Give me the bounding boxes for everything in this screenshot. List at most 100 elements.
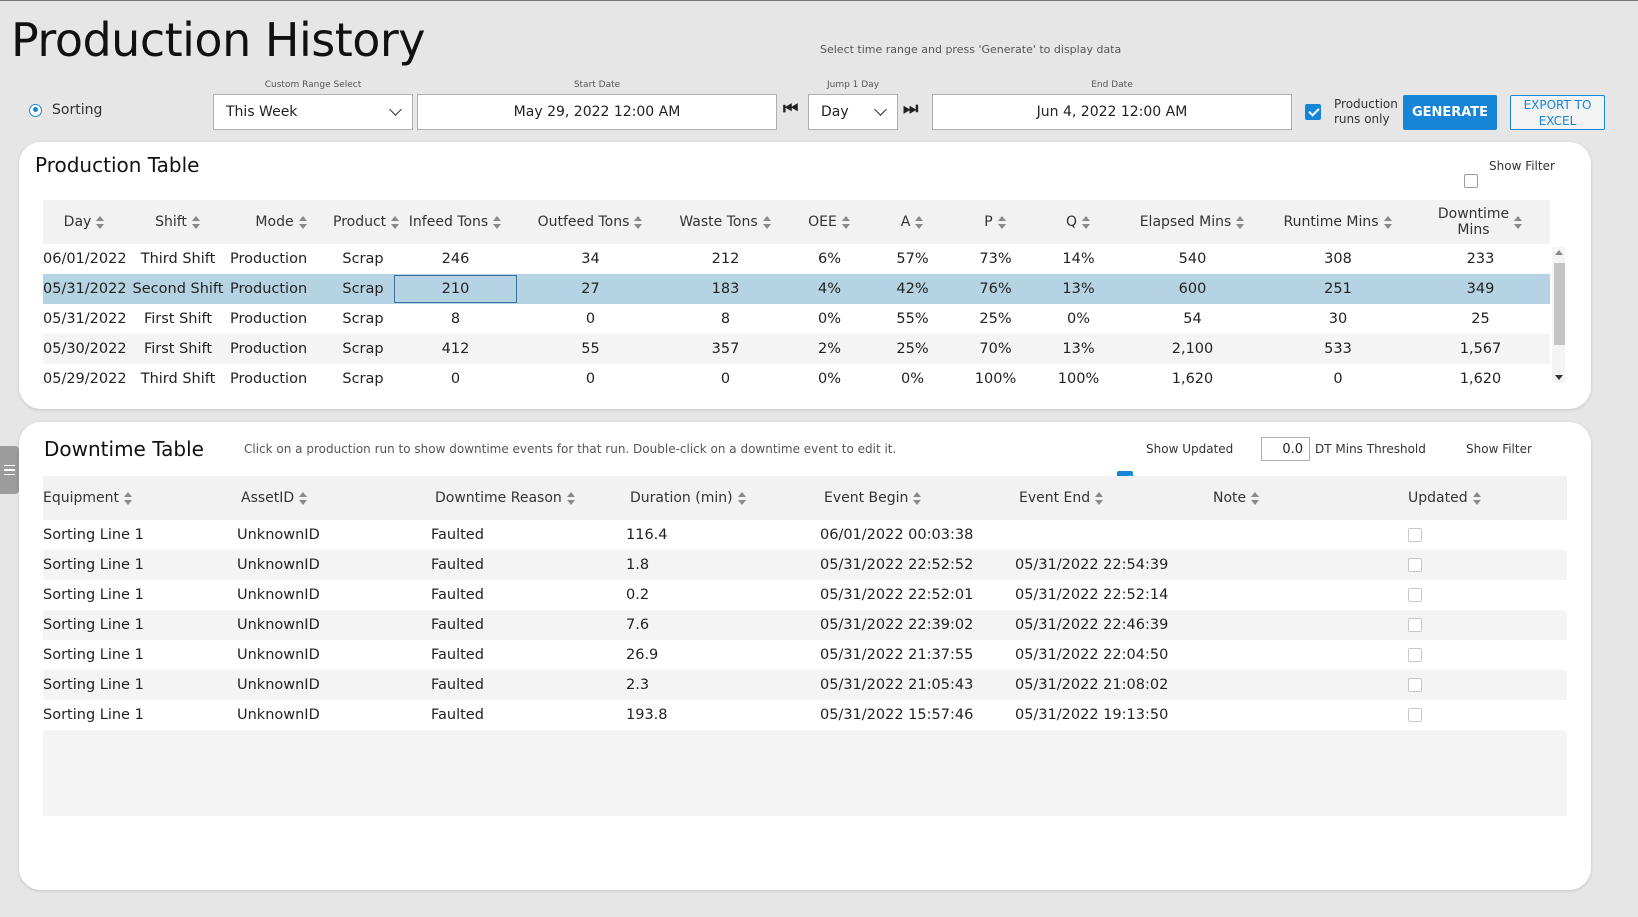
cell-updated[interactable] bbox=[1404, 520, 1567, 550]
cell-oee[interactable]: 0% bbox=[788, 304, 871, 334]
sort-icon[interactable] bbox=[391, 215, 400, 229]
cell-downtime-reason[interactable]: Faulted bbox=[431, 640, 626, 670]
end-date-field[interactable]: Jun 4, 2022 12:00 AM bbox=[932, 94, 1292, 130]
cell-downtime-reason[interactable]: Faulted bbox=[431, 610, 626, 640]
cell-note[interactable] bbox=[1209, 550, 1404, 580]
cell-duration-min[interactable]: 0.2 bbox=[626, 580, 820, 610]
cell-equipment[interactable]: Sorting Line 1 bbox=[43, 610, 237, 640]
cell-downtime-reason[interactable]: Faulted bbox=[431, 700, 626, 730]
sort-icon[interactable] bbox=[1514, 215, 1523, 229]
cell-q[interactable]: 13% bbox=[1037, 334, 1120, 364]
cell-runtime-mins[interactable]: 30 bbox=[1265, 304, 1411, 334]
cell-a[interactable]: 42% bbox=[871, 274, 954, 304]
updated-checkbox[interactable] bbox=[1408, 528, 1422, 542]
cell-assetid[interactable]: UnknownID bbox=[237, 670, 431, 700]
skip-forward-icon[interactable]: ⏭ bbox=[903, 99, 919, 119]
cell-event-end[interactable]: 05/31/2022 22:54:39 bbox=[1015, 550, 1209, 580]
sort-icon[interactable] bbox=[299, 491, 308, 505]
col-header-a[interactable]: A bbox=[871, 200, 954, 244]
col-header-duration-min[interactable]: Duration (min) bbox=[626, 476, 820, 520]
cell-p[interactable]: 100% bbox=[954, 364, 1037, 387]
col-header-event-end[interactable]: Event End bbox=[1015, 476, 1209, 520]
sort-icon[interactable] bbox=[493, 215, 502, 229]
sort-icon[interactable] bbox=[915, 215, 924, 229]
cell-duration-min[interactable]: 193.8 bbox=[626, 700, 820, 730]
cell-event-end[interactable]: 05/31/2022 19:13:50 bbox=[1015, 700, 1209, 730]
cell-infeed-tons[interactable]: 246 bbox=[393, 244, 518, 274]
cell-outfeed-tons[interactable]: 27 bbox=[518, 274, 663, 304]
cell-updated[interactable] bbox=[1404, 610, 1567, 640]
sort-icon[interactable] bbox=[1236, 215, 1245, 229]
sort-icon[interactable] bbox=[298, 215, 308, 229]
list-item[interactable]: Sorting Line 1 UnknownID Faulted 1.8 05/31/2… bbox=[43, 550, 1567, 580]
cell-product[interactable]: Scrap bbox=[333, 304, 393, 334]
cell-note[interactable] bbox=[1209, 520, 1404, 550]
cell-equipment[interactable]: Sorting Line 1 bbox=[43, 580, 237, 610]
cell-assetid[interactable]: UnknownID bbox=[237, 700, 431, 730]
cell-note[interactable] bbox=[1209, 610, 1404, 640]
export-excel-button[interactable]: EXPORT TO EXCEL bbox=[1510, 95, 1605, 130]
cell-event-end[interactable]: 05/31/2022 22:04:50 bbox=[1015, 640, 1209, 670]
col-header-waste-tons[interactable]: Waste Tons bbox=[663, 200, 788, 244]
sort-icon[interactable] bbox=[841, 215, 851, 229]
cell-updated[interactable] bbox=[1404, 550, 1567, 580]
col-header-product[interactable]: Product bbox=[333, 200, 400, 244]
cell-downtime-reason[interactable]: Faulted bbox=[431, 670, 626, 700]
cell-day[interactable]: 06/01/2022 bbox=[43, 244, 126, 274]
cell-duration-min[interactable]: 7.6 bbox=[626, 610, 820, 640]
cell-equipment[interactable]: Sorting Line 1 bbox=[43, 640, 237, 670]
cell-event-begin[interactable]: 05/31/2022 22:52:52 bbox=[820, 550, 1015, 580]
cell-p[interactable]: 76% bbox=[954, 274, 1037, 304]
cell-event-begin[interactable]: 05/31/2022 21:05:43 bbox=[820, 670, 1015, 700]
cell-shift[interactable]: First Shift bbox=[126, 304, 230, 334]
sort-icon[interactable] bbox=[913, 491, 922, 505]
cell-q[interactable]: 100% bbox=[1037, 364, 1120, 387]
cell-note[interactable] bbox=[1209, 580, 1404, 610]
col-header-runtime-mins[interactable]: Runtime Mins bbox=[1265, 200, 1411, 244]
cell-p[interactable]: 73% bbox=[954, 244, 1037, 274]
table-row[interactable]: 05/31/2022 First Shift Production Scrap 8 0 8 0… bbox=[43, 304, 1550, 334]
updated-checkbox[interactable] bbox=[1408, 648, 1422, 662]
cell-duration-min[interactable]: 2.3 bbox=[626, 670, 820, 700]
table-row[interactable]: 06/01/2022 Third Shift Production Scrap 246 3… bbox=[43, 244, 1550, 274]
col-header-infeed-tons[interactable]: Infeed Tons bbox=[393, 200, 518, 244]
cell-assetid[interactable]: UnknownID bbox=[237, 520, 431, 550]
cell-shift[interactable]: First Shift bbox=[126, 334, 230, 364]
col-header-updated[interactable]: Updated bbox=[1404, 476, 1567, 520]
cell-waste-tons[interactable]: 8 bbox=[663, 304, 788, 334]
table-row[interactable]: 05/30/2022 First Shift Production Scrap 412 5… bbox=[43, 334, 1550, 364]
cell-event-begin[interactable]: 06/01/2022 00:03:38 bbox=[820, 520, 1015, 550]
col-header-downtime-mins[interactable]: Downtime Mins bbox=[1411, 200, 1550, 244]
sort-icon[interactable] bbox=[96, 215, 105, 229]
cell-event-end[interactable] bbox=[1015, 520, 1209, 550]
list-item[interactable]: Sorting Line 1 UnknownID Faulted 193.8 05/31… bbox=[43, 700, 1567, 730]
cell-runtime-mins[interactable]: 308 bbox=[1265, 244, 1411, 274]
sorting-radio[interactable]: Sorting bbox=[29, 102, 102, 118]
cell-assetid[interactable]: UnknownID bbox=[237, 580, 431, 610]
cell-oee[interactable]: 0% bbox=[788, 364, 871, 387]
generate-button[interactable]: GENERATE bbox=[1403, 95, 1497, 130]
cell-equipment[interactable]: Sorting Line 1 bbox=[43, 670, 237, 700]
cell-outfeed-tons[interactable]: 34 bbox=[518, 244, 663, 274]
cell-downtime-reason[interactable]: Faulted bbox=[431, 580, 626, 610]
cell-event-begin[interactable]: 05/31/2022 15:57:46 bbox=[820, 700, 1015, 730]
cell-shift[interactable]: Third Shift bbox=[126, 364, 230, 387]
cell-elapsed-mins[interactable]: 1,620 bbox=[1120, 364, 1265, 387]
cell-updated[interactable] bbox=[1404, 580, 1567, 610]
radio-selected-icon[interactable] bbox=[29, 103, 42, 117]
cell-outfeed-tons[interactable]: 0 bbox=[518, 304, 663, 334]
col-header-outfeed-tons[interactable]: Outfeed Tons bbox=[518, 200, 663, 244]
sort-icon[interactable] bbox=[1082, 215, 1091, 229]
cell-a[interactable]: 55% bbox=[871, 304, 954, 334]
col-header-elapsed-mins[interactable]: Elapsed Mins bbox=[1120, 200, 1265, 244]
cell-q[interactable]: 14% bbox=[1037, 244, 1120, 274]
cell-runtime-mins[interactable]: 0 bbox=[1265, 364, 1411, 387]
cell-q[interactable]: 13% bbox=[1037, 274, 1120, 304]
cell-duration-min[interactable]: 26.9 bbox=[626, 640, 820, 670]
table-row[interactable]: 05/31/2022 Second Shift Production Scrap 210… bbox=[43, 274, 1550, 304]
cell-updated[interactable] bbox=[1404, 670, 1567, 700]
cell-note[interactable] bbox=[1209, 640, 1404, 670]
cell-updated[interactable] bbox=[1404, 640, 1567, 670]
cell-q[interactable]: 0% bbox=[1037, 304, 1120, 334]
updated-checkbox[interactable] bbox=[1408, 678, 1422, 692]
